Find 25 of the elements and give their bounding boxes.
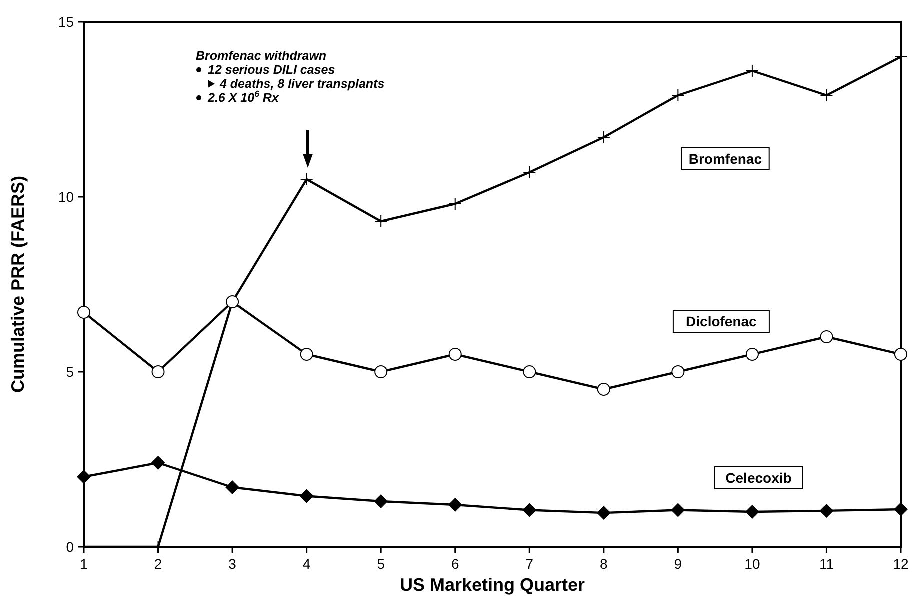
x-axis-title: US Marketing Quarter [400,575,586,595]
x-tick-label: 6 [451,556,460,572]
annotation: 4 deaths, 8 liver transplants [219,77,385,91]
y-tick-label: 15 [58,14,74,30]
x-tick-label: 11 [819,556,834,572]
annotation: 2.6 X 10$^{6}$ Rx [207,89,280,105]
y-tick-label: 5 [66,364,74,380]
annotation: 12 serious DILI cases [208,63,336,77]
x-tick-label: 4 [302,556,311,572]
x-tick-label: 1 [80,556,88,572]
x-tick-label: 9 [674,556,682,572]
x-tick-label: 3 [228,556,237,572]
y-tick-label: 10 [58,188,74,205]
annotation: Bromfenac withdrawn [196,49,327,63]
x-tick-label: 8 [600,556,608,572]
y-axis-title: Cumulative PRR (FAERS) [8,176,28,394]
series-label: Diclofenac [686,313,758,330]
x-tick-label: 10 [744,556,760,572]
y-tick-label: 0 [66,538,74,555]
x-tick-label: 2 [154,556,162,572]
x-tick-label: 12 [893,556,909,572]
x-tick-label: 7 [526,556,534,572]
series-label: Celecoxib [726,470,792,486]
text: Bromfenac [688,150,762,167]
x-tick-label: 5 [377,556,386,572]
